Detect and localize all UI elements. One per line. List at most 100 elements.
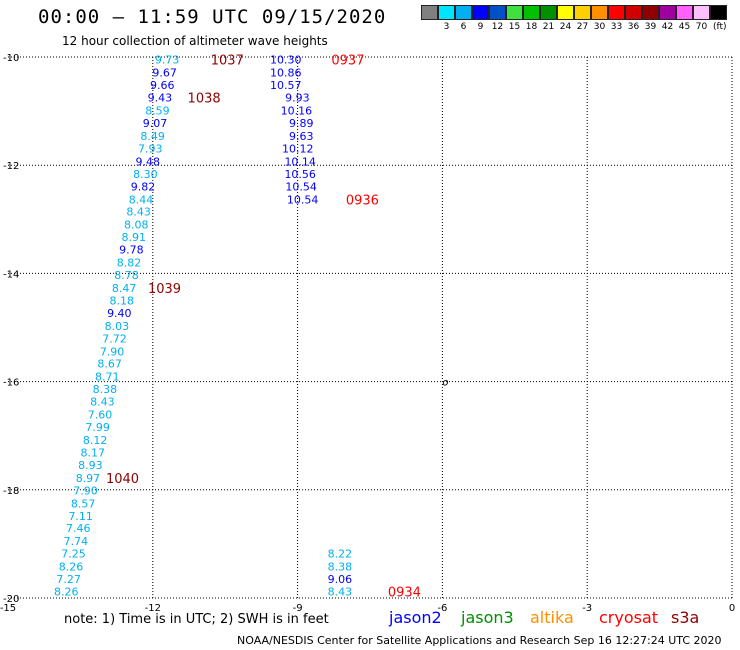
- wave-height-value: 8.59: [145, 105, 170, 118]
- wave-height-value: 9.67: [152, 67, 177, 80]
- wave-height-value: 8.97: [76, 472, 101, 485]
- wave-height-value: 9.66: [150, 79, 175, 92]
- wave-height-value: 10.30: [270, 54, 302, 67]
- wave-height-value: 8.22: [328, 548, 353, 561]
- wave-height-value: 8.78: [114, 269, 139, 282]
- color-swatch: [625, 5, 642, 20]
- wave-height-value: 8.82: [117, 257, 142, 270]
- lat-tick-label: -20: [3, 594, 19, 605]
- satellite-legend-item: altika: [530, 608, 574, 627]
- wave-height-value: 7.60: [88, 409, 113, 422]
- wave-height-value: 9.82: [131, 180, 156, 193]
- color-swatch: [591, 5, 608, 20]
- wave-height-value: 10.54: [285, 180, 317, 193]
- lat-tick-label: -10: [3, 53, 19, 64]
- wave-height-value: 7.74: [64, 535, 89, 548]
- color-swatch: [489, 5, 506, 20]
- wave-height-value: 7.99: [85, 421, 110, 434]
- color-scale-unit: (ft): [713, 22, 727, 32]
- page-title: 00:00 – 11:59 UTC 09/15/2020: [38, 6, 387, 28]
- pass-time-label: 1040: [106, 472, 139, 487]
- lon-tick-label: -12: [145, 603, 161, 614]
- wave-height-value: 9.43: [148, 92, 173, 105]
- satellite-legend-item: s3a: [671, 608, 700, 627]
- wave-height-value: 8.18: [109, 294, 134, 307]
- satellite-legend-item: cryosat: [599, 608, 659, 627]
- lat-tick-label: -14: [3, 269, 19, 280]
- wave-height-value: 7.25: [61, 548, 86, 561]
- wave-height-value: 9.73: [155, 54, 180, 67]
- wave-height-value: 9.63: [289, 130, 314, 143]
- wave-height-value: 9.78: [119, 244, 144, 257]
- wave-height-value: 8.71: [95, 371, 120, 384]
- wave-height-value: 8.30: [133, 168, 158, 181]
- pass-time-label: 0937: [331, 54, 364, 69]
- color-swatch: [438, 5, 455, 20]
- wave-height-value: 7.93: [138, 142, 163, 155]
- wave-height-value: 9.40: [107, 307, 132, 320]
- pass-time-label: 0934: [388, 586, 421, 601]
- wave-height-value: 9.93: [285, 92, 310, 105]
- wave-height-value: 8.67: [97, 358, 122, 371]
- wave-height-value: 8.38: [93, 383, 118, 396]
- color-scale-tick-label: 45: [678, 22, 691, 32]
- color-swatch: [455, 5, 472, 20]
- color-swatch: [676, 5, 693, 20]
- wave-height-value: 8.47: [112, 282, 137, 295]
- wave-height-value: 8.17: [81, 446, 106, 459]
- color-scale-tick-label: 6: [460, 22, 467, 32]
- wave-height-value: 8.44: [129, 193, 154, 206]
- color-swatch: [540, 5, 557, 20]
- wave-height-value: 8.91: [122, 231, 147, 244]
- page-subtitle: 12 hour collection of altimeter wave hei…: [62, 34, 328, 48]
- color-swatch: [659, 5, 676, 20]
- satellite-legend-item: jason3: [461, 608, 514, 627]
- wave-height-value: 7.27: [56, 573, 81, 586]
- color-scale-tick-label: 12: [491, 22, 504, 32]
- color-scale-tick-label: 9: [477, 22, 484, 32]
- color-scale-tick-label: 18: [525, 22, 538, 32]
- wave-height-value: 8.26: [54, 586, 79, 599]
- wave-height-value: 8.43: [90, 396, 115, 409]
- wave-height-value: 10.14: [284, 155, 316, 168]
- color-swatch: [574, 5, 591, 20]
- wave-height-value: 10.56: [284, 168, 316, 181]
- pass-time-label: 1039: [148, 282, 181, 297]
- color-swatch: [642, 5, 659, 20]
- wave-height-value: 9.07: [143, 117, 168, 130]
- color-swatch: [523, 5, 540, 20]
- wave-height-value: 10.54: [287, 193, 319, 206]
- color-scale-tick-label: 21: [542, 22, 555, 32]
- wave-height-value: 8.08: [124, 219, 149, 232]
- pass-time-label: 0936: [346, 193, 379, 208]
- wave-height-value: 8.12: [83, 434, 108, 447]
- wave-height-value: 8.43: [328, 586, 353, 599]
- wave-height-value: 8.38: [328, 561, 353, 574]
- wave-height-value: 9.89: [289, 117, 314, 130]
- color-swatch: [693, 5, 710, 20]
- wave-height-value: 7.90: [73, 484, 98, 497]
- wave-height-value: 8.49: [140, 130, 165, 143]
- pass-time-label: 1037: [211, 54, 244, 69]
- wave-height-value: 9.06: [328, 573, 353, 586]
- lat-tick-label: -16: [3, 378, 19, 389]
- wave-height-value: 10.57: [270, 79, 302, 92]
- note-text: note: 1) Time is in UTC; 2) SWH is in fe…: [64, 612, 329, 627]
- color-scale-tick-label: 30: [593, 22, 606, 32]
- color-scale-tick-label: 70: [695, 22, 708, 32]
- color-scale-tick-label: 24: [559, 22, 572, 32]
- lon-tick-label: -9: [293, 603, 303, 614]
- wave-height-value: 9.48: [136, 155, 161, 168]
- wave-height-value: 10.12: [282, 142, 314, 155]
- credit-line: NOAA/NESDIS Center for Satellite Applica…: [237, 634, 722, 647]
- color-scale-tick-label: 27: [576, 22, 589, 32]
- color-swatch: [472, 5, 489, 20]
- color-scale-tick-label: 33: [610, 22, 623, 32]
- wave-height-value: 8.57: [71, 497, 96, 510]
- color-scale-tick-label: 42: [661, 22, 674, 32]
- color-swatch: [710, 5, 727, 20]
- island-marker: o: [442, 378, 448, 389]
- lon-tick-label: -6: [437, 603, 447, 614]
